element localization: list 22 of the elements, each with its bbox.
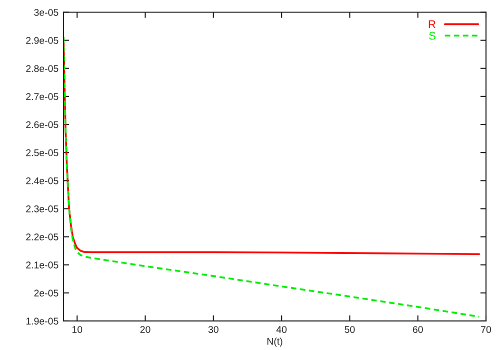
x-tick-label: 70 [481,326,492,333]
y-tick-label: 2.3e-05 [26,205,58,212]
y-tick-label: 2.1e-05 [26,262,58,268]
x-axis-title: N(t) [267,338,282,347]
y-tick-label: 2.5e-05 [26,149,58,156]
legend-label: S [429,32,436,40]
y-tick-label: 2.4e-05 [26,177,58,184]
x-tick-label: 50 [344,326,355,333]
y-tick-label: 2.6e-05 [26,121,58,128]
y-tick-label: 2.9e-05 [26,37,58,44]
y-tick-label: 2e-05 [34,290,58,297]
x-tick-label: 20 [140,326,150,333]
legend-label: R [428,20,436,28]
y-tick-label: 1.9e-05 [26,318,58,325]
y-tick-label: 2.2e-05 [26,233,58,240]
y-tick-label: 2.8e-05 [26,65,58,72]
y-tick-label: 2.7e-05 [26,93,58,100]
x-tick-label: 60 [412,326,423,333]
y-tick-label: 3e-05 [34,8,58,16]
x-tick-label: 30 [208,326,218,333]
x-tick-label: 10 [72,326,82,333]
x-tick-label: 40 [276,326,287,333]
